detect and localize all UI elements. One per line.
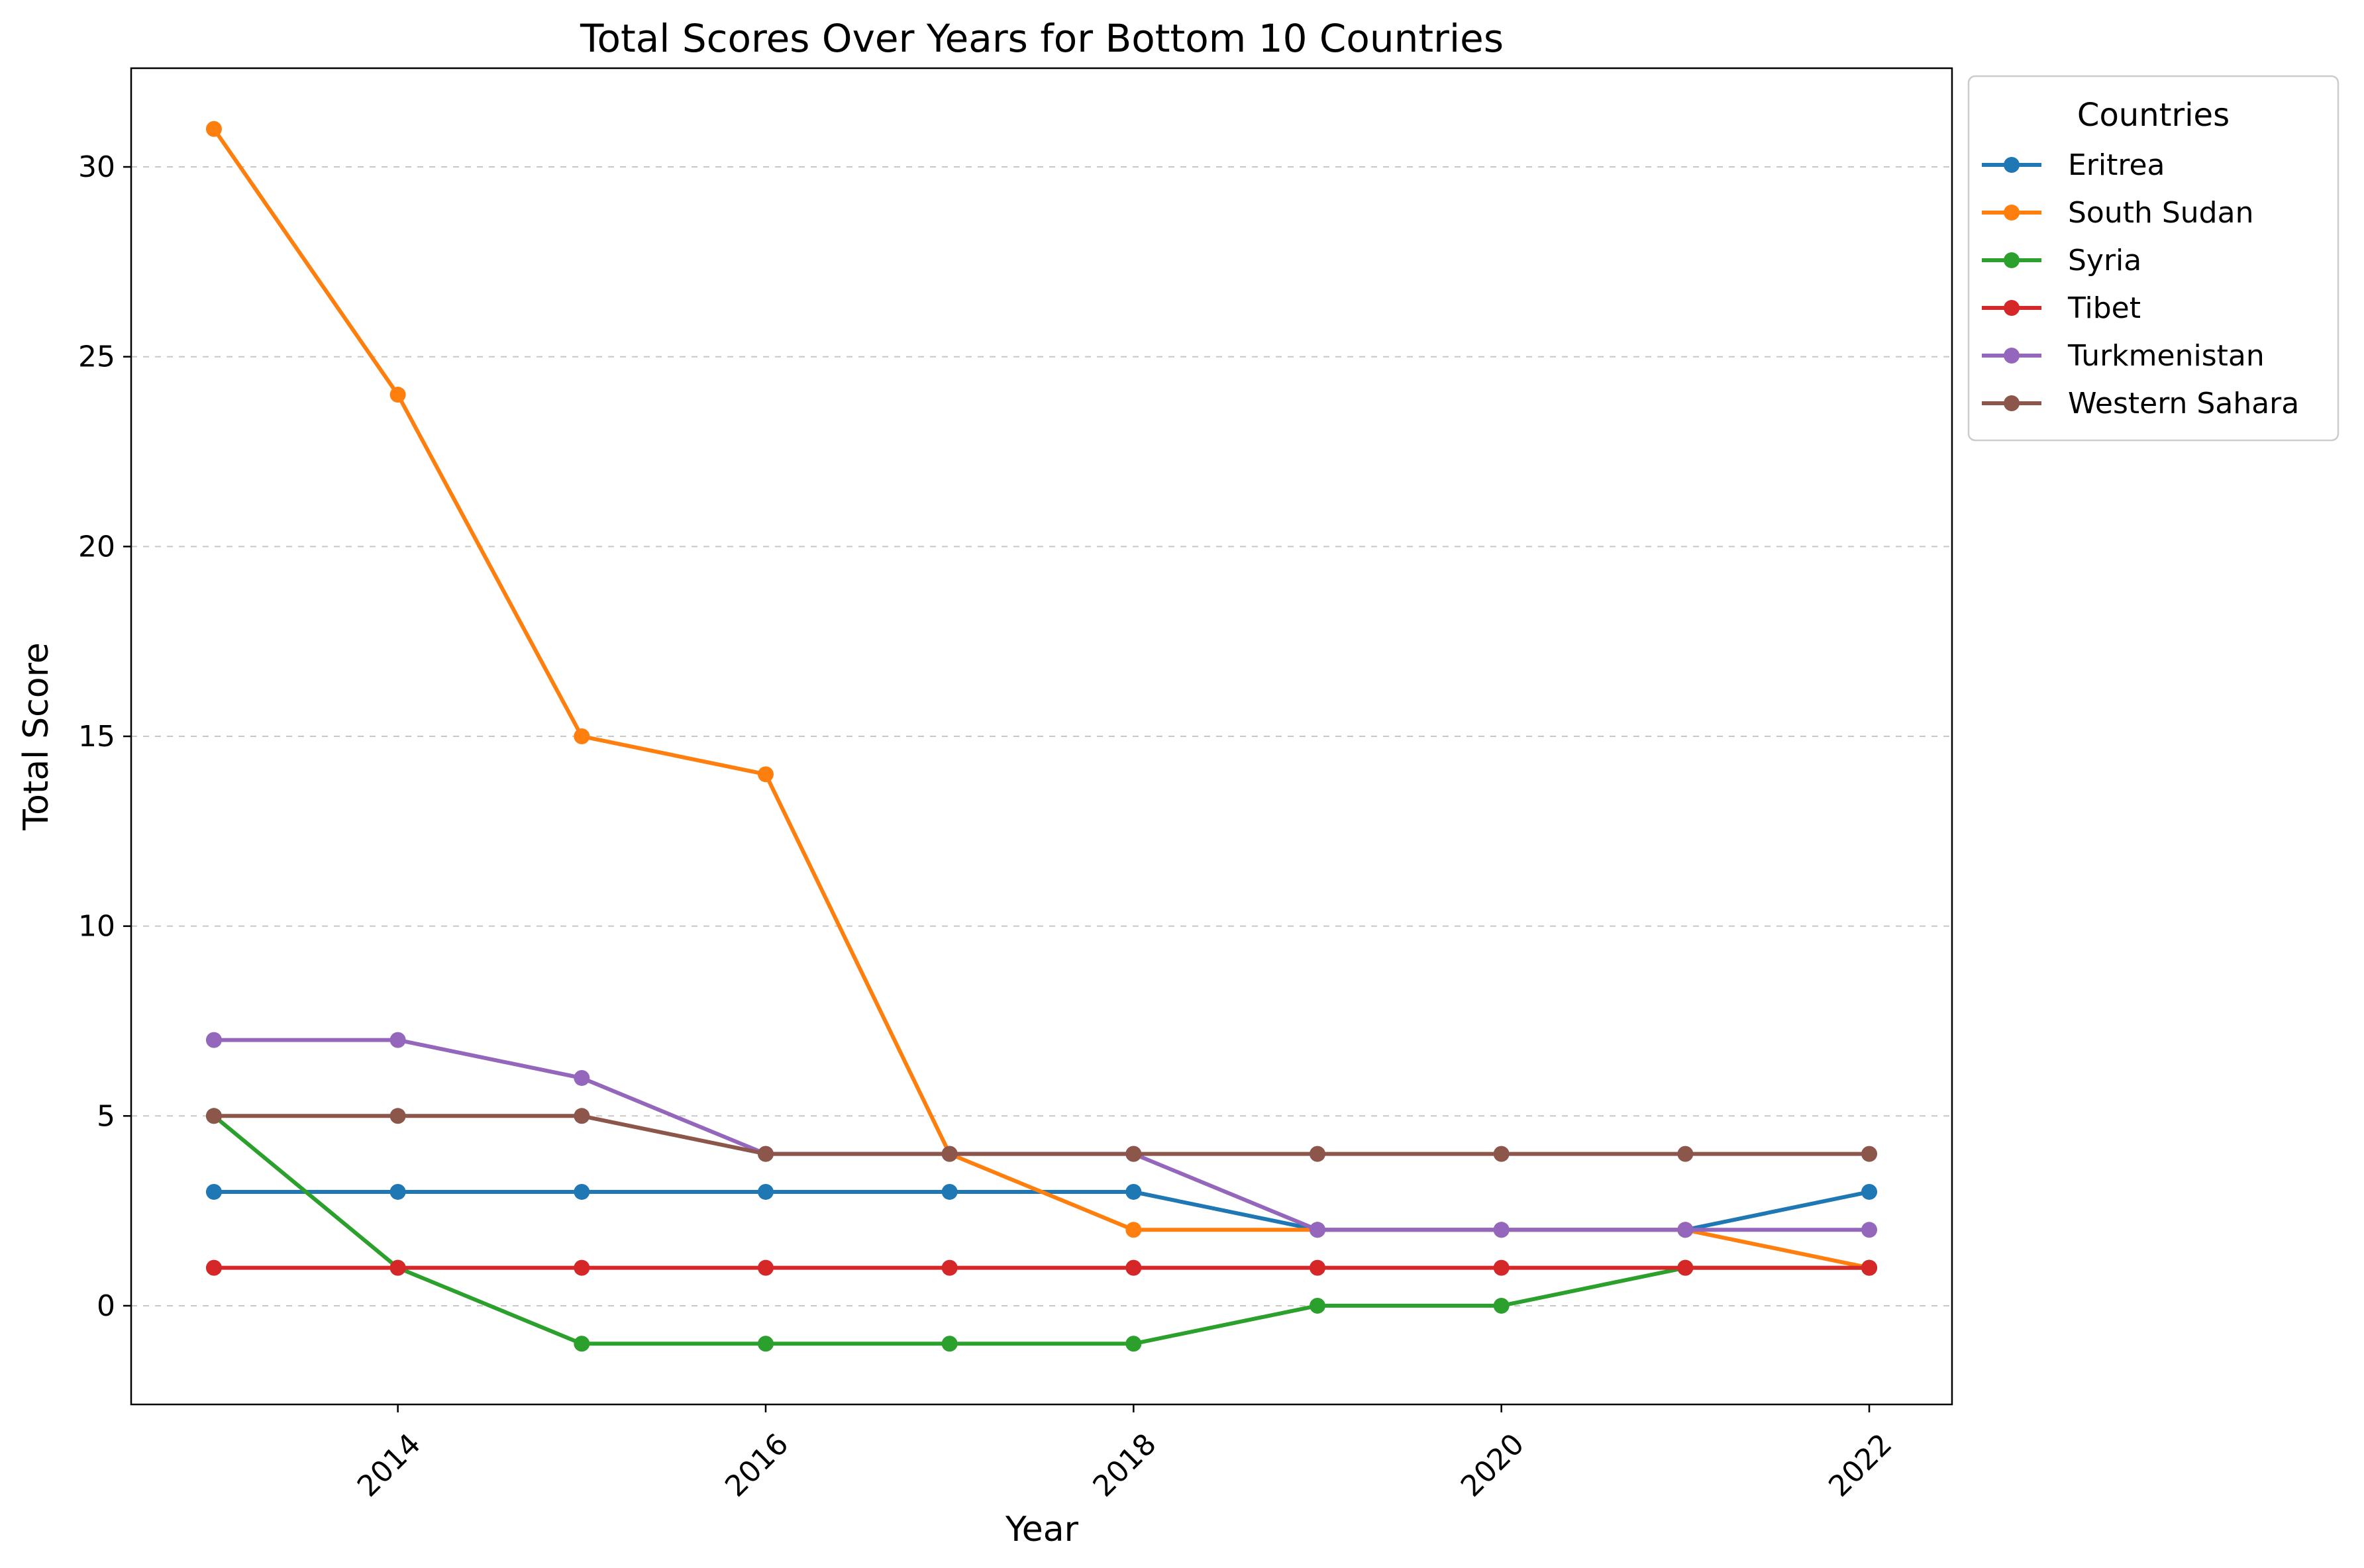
data-point: [1310, 1297, 1326, 1314]
data-point: [1677, 1146, 1694, 1162]
legend-swatch-marker: [2004, 300, 2020, 316]
y-tick-label: 30: [78, 150, 115, 184]
legend-label: Turkmenistan: [2067, 339, 2265, 373]
data-point: [941, 1183, 958, 1200]
data-point: [389, 1183, 406, 1200]
data-point: [574, 1336, 590, 1352]
y-axis-label: Total Score: [17, 642, 56, 831]
legend-title: Countries: [2077, 97, 2230, 134]
y-tick-label: 5: [97, 1099, 115, 1133]
legend-frame: [1967, 75, 2339, 442]
data-point: [574, 1108, 590, 1124]
data-point: [757, 766, 774, 783]
data-point: [205, 1032, 222, 1048]
data-point: [757, 1183, 774, 1200]
legend-swatch-marker: [2004, 157, 2020, 173]
legend-swatch-marker: [2004, 205, 2020, 220]
data-point: [205, 121, 222, 137]
data-point: [574, 1183, 590, 1200]
legend-entry: South Sudan: [1982, 196, 2253, 230]
data-point: [1861, 1146, 1878, 1162]
data-point: [1125, 1183, 1142, 1200]
data-point: [389, 387, 406, 403]
legend-entry: Turkmenistan: [1982, 339, 2265, 373]
data-point: [941, 1146, 958, 1162]
legend-swatch-marker: [2004, 395, 2020, 411]
y-tick-label: 25: [78, 340, 115, 374]
data-point: [389, 1259, 406, 1276]
legend-swatch-marker: [2004, 252, 2020, 268]
data-point: [389, 1108, 406, 1124]
data-point: [1310, 1222, 1326, 1238]
data-point: [1125, 1146, 1142, 1162]
series-line: [212, 1114, 1871, 1346]
data-point: [205, 1183, 222, 1200]
legend-swatch-marker: [2004, 348, 2020, 364]
data-point: [1861, 1259, 1878, 1276]
data-point: [1861, 1222, 1878, 1238]
legend-label: Western Sahara: [2068, 387, 2299, 420]
legend-items: Eritrea South Sudan Syria Tibet Turkmenistan…: [1982, 148, 2299, 420]
y-tick-label: 0: [97, 1289, 115, 1323]
data-point: [1677, 1259, 1694, 1276]
data-point: [757, 1146, 774, 1162]
series-western-sahara: [205, 1108, 1878, 1162]
series-tibet: [205, 1259, 1878, 1276]
data-point: [1493, 1222, 1510, 1238]
legend-label: Eritrea: [2068, 148, 2165, 182]
data-point: [205, 1259, 222, 1276]
data-point: [1861, 1183, 1878, 1200]
data-point: [1677, 1222, 1694, 1238]
data-point: [1310, 1259, 1326, 1276]
x-axis-label: Year: [1005, 1510, 1079, 1549]
y-tick-label: 15: [78, 720, 115, 754]
legend-entry: Tibet: [1982, 291, 2141, 325]
data-point: [757, 1259, 774, 1276]
legend-entry: Western Sahara: [1982, 387, 2299, 420]
series-lines: [205, 121, 1878, 1352]
legend-label: Syria: [2068, 244, 2141, 277]
data-point: [574, 728, 590, 744]
data-point: [1125, 1259, 1142, 1276]
y-tick-label: 10: [78, 910, 115, 944]
legend-label: South Sudan: [2068, 196, 2253, 230]
data-point: [574, 1069, 590, 1086]
legend: Countries Eritrea South Sudan Syria Tibet Tu…: [1967, 75, 2339, 442]
series-line: [212, 1114, 1871, 1156]
data-point: [1493, 1146, 1510, 1162]
data-point: [1125, 1222, 1142, 1238]
data-point: [1125, 1336, 1142, 1352]
data-point: [941, 1336, 958, 1352]
data-point: [389, 1032, 406, 1048]
y-tick-label: 20: [78, 530, 115, 564]
legend-label: Tibet: [2067, 291, 2141, 325]
chart-title: Total Scores Over Years for Bottom 10 Co…: [580, 16, 1504, 61]
legend-entry: Eritrea: [1982, 148, 2165, 182]
data-point: [574, 1259, 590, 1276]
data-point: [1310, 1146, 1326, 1162]
legend-entry: Syria: [1982, 244, 2141, 277]
data-point: [941, 1259, 958, 1276]
data-point: [205, 1108, 222, 1124]
data-point: [757, 1336, 774, 1352]
data-point: [1493, 1259, 1510, 1276]
data-point: [1493, 1297, 1510, 1314]
